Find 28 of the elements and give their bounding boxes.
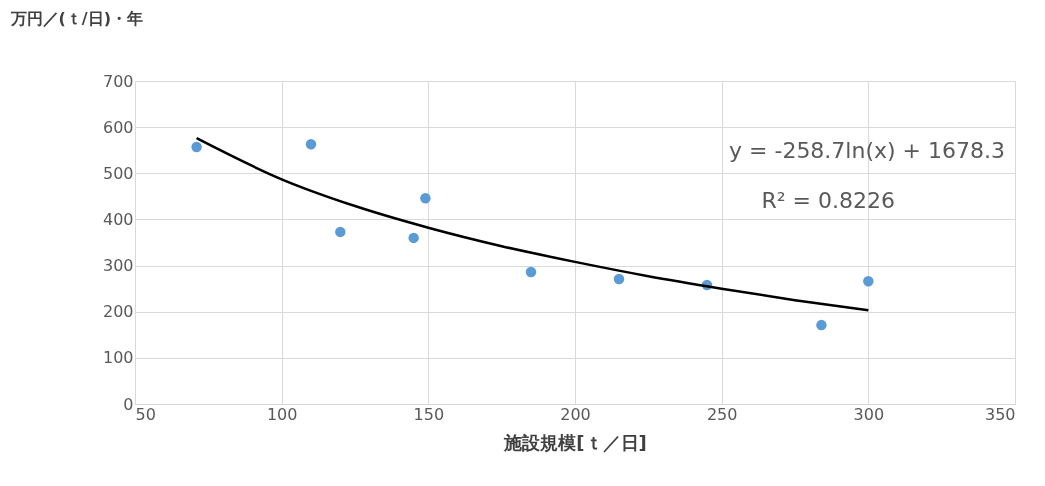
point [408,232,419,244]
point [525,266,537,278]
x-tick-label: 250 [706,404,738,424]
y-tick-label: 700 [102,71,134,91]
point [335,226,346,238]
annotation: R² = 0.8226 [761,188,895,213]
point [863,276,874,287]
y-tick-label: 100 [102,348,134,368]
y-tick-label: 400 [102,209,134,229]
y-tick-label: 200 [102,302,134,322]
x-tick-label: 100 [266,404,298,424]
point [420,192,431,204]
x-tick-label: 50 [135,404,156,424]
x-tick-label: 300 [853,404,885,424]
point [191,141,202,153]
x-axis-title: 施設規模[ｔ／日] [503,431,647,453]
x-tick-label: 150 [413,404,445,424]
point [613,273,625,285]
annotation: y = -258.7ln(x) + 1678.3 [729,138,1005,163]
y-tick-label: 300 [102,256,134,276]
x-tick-label: 200 [560,404,591,424]
y-tick-label: 600 [102,117,134,137]
x-tick-label: 350 [984,404,1016,424]
point [305,138,317,150]
y-tick-label: 500 [102,163,134,183]
y-tick-label: 0 [123,394,134,414]
point [816,319,827,331]
y-axis-title: 万円／(ｔ/日)・年 [9,8,143,28]
